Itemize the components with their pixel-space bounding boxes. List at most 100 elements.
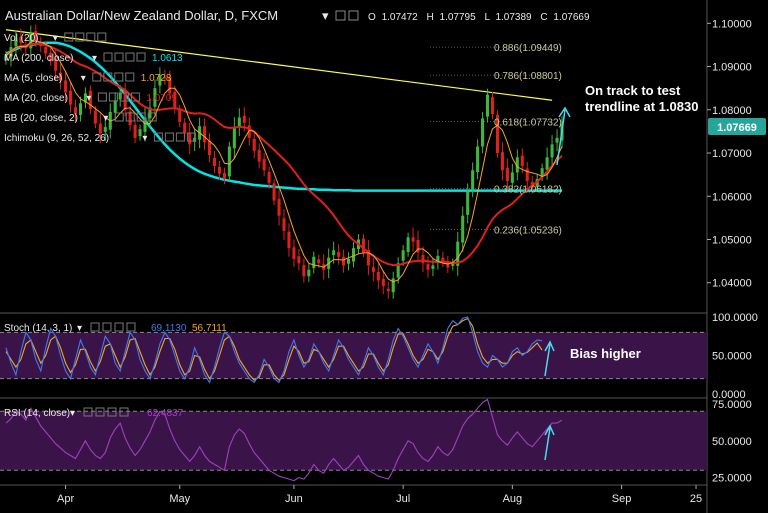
candle xyxy=(476,139,480,180)
candle xyxy=(252,131,256,159)
chevron-down-icon[interactable]: ▾ xyxy=(53,33,58,44)
close-icon[interactable] xyxy=(136,112,146,122)
close-icon[interactable] xyxy=(125,52,135,62)
candle-body xyxy=(64,80,68,93)
candle-body xyxy=(515,157,519,173)
indicator-legend-item[interactable]: MA (5, close) ▾ 1.0728 xyxy=(4,72,172,84)
gear-icon[interactable] xyxy=(348,10,359,21)
chevron-down-icon[interactable]: ▾ xyxy=(81,73,86,84)
indicator-legend[interactable]: Vol (20) ▾ MA (200, close) ▾ 1.0613 MA (5, cl… xyxy=(4,32,196,144)
candle xyxy=(88,85,92,115)
header-toolbar-icons[interactable] xyxy=(335,10,359,21)
ohlc-high-label: H xyxy=(427,12,434,23)
indicator-label[interactable]: MA (200, close) xyxy=(4,53,73,64)
y-tick-label: 25.0000 xyxy=(712,473,752,485)
price-pane: 0.886(1.09449) 0.786(1.08801) 0.618(1.0773… xyxy=(4,24,564,299)
svg-text:O 1.07472 H: O 1.07472 H 1.07795 L 1.07389 C 1.07669 xyxy=(368,12,590,23)
candle xyxy=(64,71,68,102)
close-icon[interactable] xyxy=(119,92,129,102)
close-icon[interactable] xyxy=(114,72,124,82)
candle xyxy=(49,48,53,67)
gear-icon[interactable] xyxy=(164,132,174,142)
indicator-label[interactable]: MA (5, close) xyxy=(4,73,62,84)
close-icon[interactable] xyxy=(175,132,185,142)
gear-icon[interactable] xyxy=(103,72,113,82)
chart-header[interactable]: Australian Dollar/New Zealand Dollar, D,… xyxy=(5,8,590,23)
candle xyxy=(401,244,405,266)
indicator-legend-item[interactable]: Vol (20) ▾ xyxy=(4,32,107,44)
chevron-down-icon[interactable]: ▾ xyxy=(103,113,108,124)
ma20-line xyxy=(5,42,563,267)
close-icon[interactable] xyxy=(107,407,117,417)
rsi-label[interactable]: RSI (14, close) xyxy=(4,408,70,419)
stoch-label[interactable]: Stoch (14, 3, 1) xyxy=(4,323,72,334)
more-icon[interactable] xyxy=(136,52,146,62)
stoch-legend[interactable]: Stoch (14, 3, 1) ▾ 69.1130 56.7111 xyxy=(4,322,227,334)
stoch-toolbar-icons[interactable] xyxy=(90,322,136,332)
chevron-down-icon[interactable]: ▾ xyxy=(86,93,91,104)
symbol-title[interactable]: Australian Dollar/New Zealand Dollar, D,… xyxy=(5,8,278,23)
rsi-toolbar-icons[interactable] xyxy=(83,407,129,417)
candle xyxy=(485,88,490,123)
gear-icon[interactable] xyxy=(75,32,85,42)
more-icon[interactable] xyxy=(119,407,129,417)
more-icon[interactable] xyxy=(186,132,196,142)
indicator-legend-item[interactable]: MA (200, close) ▾ 1.0613 xyxy=(4,52,183,64)
candle-body xyxy=(267,172,271,184)
indicator-label[interactable]: MA (20, close) xyxy=(4,93,68,104)
indicator-label[interactable]: BB (20, close, 2) xyxy=(4,113,78,124)
indicator-label[interactable]: Ichimoku (9, 26, 52, 26) xyxy=(4,133,109,144)
eye-icon[interactable] xyxy=(97,92,107,102)
fib-label: 0.786(1.08801) xyxy=(494,71,562,82)
close-icon[interactable] xyxy=(114,322,124,332)
gear-icon[interactable] xyxy=(114,52,124,62)
eye-icon[interactable] xyxy=(64,32,74,42)
candle xyxy=(128,105,132,131)
candle-body xyxy=(59,72,63,81)
close-icon[interactable] xyxy=(86,32,96,42)
chevron-down-icon[interactable]: ▾ xyxy=(322,8,329,23)
chevron-down-icon[interactable]: ▾ xyxy=(77,323,82,334)
indicator-legend-item[interactable]: BB (20, close, 2) ▾ xyxy=(4,112,157,124)
candle xyxy=(93,105,97,129)
eye-icon[interactable] xyxy=(114,112,124,122)
candle xyxy=(366,240,370,276)
chevron-down-icon[interactable]: ▾ xyxy=(142,133,147,144)
settings-icon[interactable] xyxy=(335,10,346,21)
candle-body xyxy=(342,256,346,266)
chevron-down-icon[interactable]: ▾ xyxy=(92,53,97,64)
indicator-label[interactable]: Vol (20) xyxy=(4,33,38,44)
more-icon[interactable] xyxy=(97,32,107,42)
candle-body xyxy=(183,122,187,134)
candle-body xyxy=(138,129,142,137)
more-icon[interactable] xyxy=(130,92,140,102)
rsi-legend[interactable]: RSI (14, close) ▾ 62.4837 xyxy=(4,407,184,419)
gear-icon[interactable] xyxy=(125,112,135,122)
indicator-legend-item[interactable]: MA (20, close) ▾ 1.0709 xyxy=(4,92,177,104)
more-icon[interactable] xyxy=(126,322,136,332)
ohlc-close-label: C xyxy=(540,12,547,23)
eye-icon[interactable] xyxy=(83,407,93,417)
y-tick-label: 0.0000 xyxy=(712,389,746,401)
candle-body xyxy=(83,93,87,103)
indicator-legend-item[interactable]: Ichimoku (9, 26, 52, 26) ▾ xyxy=(4,132,196,144)
eye-icon[interactable] xyxy=(92,72,102,82)
eye-icon[interactable] xyxy=(153,132,163,142)
eye-icon[interactable] xyxy=(103,52,113,62)
gear-icon[interactable] xyxy=(102,322,112,332)
ohlc-open-label: O xyxy=(368,12,376,23)
more-icon[interactable] xyxy=(125,72,135,82)
chevron-down-icon[interactable]: ▾ xyxy=(70,408,75,419)
gear-icon[interactable] xyxy=(95,407,105,417)
candle-body xyxy=(272,183,276,201)
candle-body xyxy=(471,170,475,190)
gear-icon[interactable] xyxy=(108,92,118,102)
candle xyxy=(510,163,514,192)
candle xyxy=(441,251,445,268)
candle xyxy=(500,142,504,181)
candle-body xyxy=(307,269,311,277)
candle-body xyxy=(426,264,430,270)
eye-icon[interactable] xyxy=(90,322,100,332)
candle xyxy=(123,83,127,117)
more-icon[interactable] xyxy=(147,112,157,122)
